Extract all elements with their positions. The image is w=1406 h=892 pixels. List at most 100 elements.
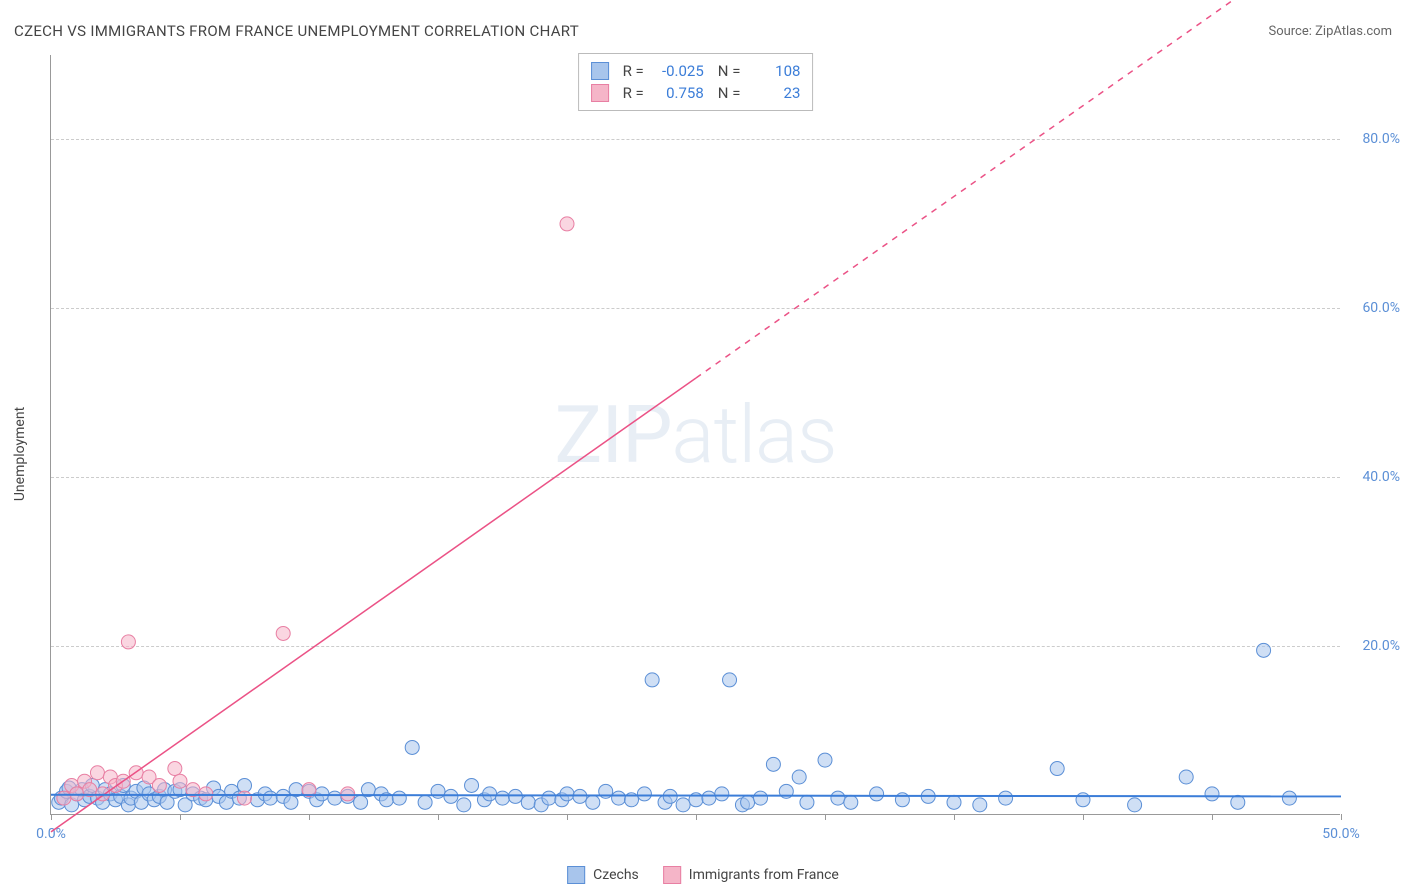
data-point-czechs [723,673,737,687]
data-point-czechs [612,791,626,805]
r-value-france: 0.758 [654,84,704,102]
source-label: Source: ZipAtlas.com [1268,24,1392,39]
data-point-france [121,635,135,649]
data-point-france [152,778,166,792]
data-point-czechs [766,757,780,771]
data-point-czechs [483,787,497,801]
data-point-france [90,766,104,780]
data-point-france [341,787,355,801]
data-point-czechs [284,795,298,809]
data-point-czechs [263,791,277,805]
data-point-czechs [1076,793,1090,807]
legend-stats-box: R = -0.025 N = 108 R = 0.758 N = 23 [578,53,814,111]
data-point-czechs [741,795,755,809]
legend-stats-row-czechs: R = -0.025 N = 108 [591,60,801,82]
x-tick [954,814,955,820]
data-point-france [238,791,252,805]
y-tick-label: 20.0% [1362,638,1400,654]
x-tick-label: 50.0% [1322,826,1360,842]
data-point-france [168,762,182,776]
chart-title: CZECH VS IMMIGRANTS FROM FRANCE UNEMPLOY… [14,22,579,40]
data-point-czechs [844,795,858,809]
data-point-czechs [1257,643,1271,657]
x-tick [180,814,181,820]
data-point-czechs [328,791,342,805]
data-point-czechs [947,795,961,809]
legend-stats-row-france: R = 0.758 N = 23 [591,82,801,104]
data-point-czechs [315,787,329,801]
data-point-france [199,787,213,801]
x-tick-label: 0.0% [36,826,66,842]
data-point-czechs [702,791,716,805]
data-point-france [560,217,574,231]
x-tick [1083,814,1084,820]
data-point-france [57,791,71,805]
y-axis-label: Unemployment [12,407,28,501]
legend-label-czechs: Czechs [593,867,639,883]
data-point-czechs [521,795,535,809]
data-point-czechs [508,789,522,803]
data-point-czechs [1282,791,1296,805]
data-point-czechs [586,795,600,809]
data-point-czechs [465,778,479,792]
r-label: R = [623,62,644,80]
r-value-czechs: -0.025 [654,62,704,80]
data-point-czechs [792,770,806,784]
data-point-czechs [560,787,574,801]
data-point-czechs [444,789,458,803]
x-tick [1341,814,1342,820]
swatch-france-bottom-icon [663,866,681,884]
data-point-czechs [999,791,1013,805]
data-point-czechs [1050,762,1064,776]
data-point-czechs [405,740,419,754]
data-point-czechs [754,791,768,805]
data-point-czechs [542,791,556,805]
y-tick-label: 60.0% [1362,300,1400,316]
data-point-czechs [676,798,690,812]
data-point-czechs [418,795,432,809]
data-point-czechs [973,798,987,812]
y-tick-label: 80.0% [1362,131,1400,147]
data-point-czechs [645,673,659,687]
data-point-france [173,774,187,788]
data-point-czechs [496,791,510,805]
x-tick [825,814,826,820]
data-point-czechs [1179,770,1193,784]
x-tick [696,814,697,820]
data-point-czechs [715,787,729,801]
data-point-czechs [457,798,471,812]
data-point-czechs [1205,787,1219,801]
data-point-czechs [870,787,884,801]
legend-item-czechs: Czechs [567,866,639,884]
swatch-czechs-bottom-icon [567,866,585,884]
swatch-czechs-icon [591,62,609,80]
scatter-svg [51,55,1340,814]
data-point-czechs [354,795,368,809]
data-point-czechs [637,787,651,801]
n-label-2: N = [718,84,741,102]
data-point-czechs [818,753,832,767]
trend-line-france [51,378,696,832]
plot-area: ZIPatlas 20.0%40.0%60.0%80.0% 0.0%50.0% … [50,55,1340,815]
legend-item-france: Immigrants from France [663,866,839,884]
data-point-czechs [800,795,814,809]
data-point-czechs [1128,798,1142,812]
swatch-france-icon [591,84,609,102]
data-point-czechs [831,791,845,805]
data-point-france [276,626,290,640]
legend-label-france: Immigrants from France [689,867,839,883]
y-tick-label: 40.0% [1362,469,1400,485]
x-tick [567,814,568,820]
n-value-france: 23 [750,84,800,102]
n-label: N = [718,62,741,80]
legend-bottom: Czechs Immigrants from France [567,866,839,884]
data-point-czechs [1231,795,1245,809]
x-tick [51,814,52,820]
n-value-czechs: 108 [750,62,800,80]
data-point-czechs [431,784,445,798]
data-point-czechs [392,791,406,805]
chart-header: CZECH VS IMMIGRANTS FROM FRANCE UNEMPLOY… [14,22,1392,40]
data-point-czechs [238,778,252,792]
x-tick [438,814,439,820]
r-label-2: R = [623,84,644,102]
